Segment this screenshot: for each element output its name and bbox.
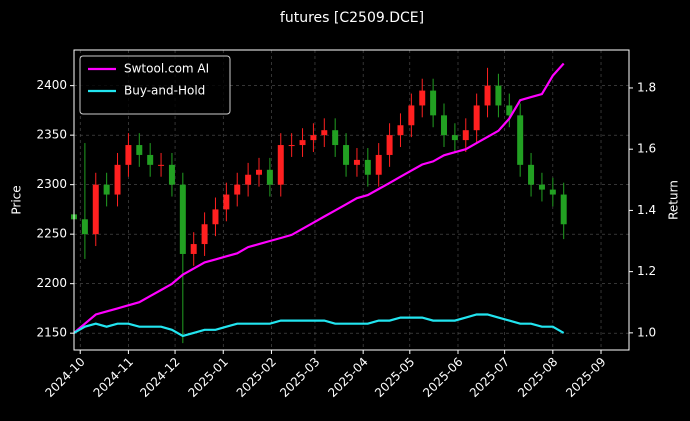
candle-body <box>103 184 110 195</box>
x-tick-label: 2025-01 <box>185 355 230 400</box>
candle-body <box>462 130 469 141</box>
candle-body <box>375 154 382 175</box>
candle-body <box>332 130 339 146</box>
x-tick-label: 2025-05 <box>372 355 417 400</box>
candle-body <box>212 209 219 225</box>
candle-body <box>299 140 306 146</box>
candle-body <box>190 244 197 254</box>
candle-body <box>288 145 295 147</box>
x-tick-label: 2025-07 <box>467 355 512 400</box>
x-tick-label: 2025-04 <box>325 355 370 400</box>
candle-body <box>136 145 143 155</box>
y-tick-label: 2150 <box>36 326 67 340</box>
y2-tick-label: 1.6 <box>637 142 656 156</box>
candle-body <box>168 164 175 185</box>
candle-body <box>506 105 513 116</box>
y-tick-label: 2250 <box>36 227 67 241</box>
y2-tick-label: 1.2 <box>637 264 656 278</box>
candle-body <box>495 85 502 106</box>
candle-body <box>201 224 208 245</box>
y-tick-label: 2350 <box>36 128 67 142</box>
candle-body <box>517 115 524 165</box>
legend-label: Swtool.com AI <box>124 62 209 76</box>
candle-body <box>81 219 88 235</box>
candle-body <box>343 145 350 165</box>
x-tick-label: 2025-09 <box>563 355 608 400</box>
candle-body <box>158 164 165 166</box>
candle-body <box>408 105 415 126</box>
candle-body <box>321 130 328 136</box>
y-tick-label: 2300 <box>36 177 67 191</box>
y2-axis-label: Return <box>667 180 681 220</box>
candle-body <box>125 145 132 165</box>
return-line <box>73 313 565 338</box>
x-tick-label: 2024-10 <box>42 355 87 400</box>
candle-body <box>549 189 556 195</box>
y-axis-label: Price <box>10 185 24 214</box>
candle-body <box>114 164 121 195</box>
y2-tick-label: 1.4 <box>637 203 656 217</box>
y-tick-label: 2200 <box>36 276 67 290</box>
candle-body <box>430 90 437 116</box>
candle-body <box>277 145 284 185</box>
candle-body <box>310 135 317 141</box>
x-tick-label: 2025-08 <box>515 355 560 400</box>
x-tick-label: 2025-03 <box>277 355 322 400</box>
candle-body <box>245 174 252 185</box>
candle-body <box>397 125 404 136</box>
legend-box <box>79 55 231 115</box>
candle-body <box>484 85 491 106</box>
x-tick-label: 2024-11 <box>91 355 136 400</box>
legend-label: Buy-and-Hold <box>124 84 205 98</box>
y-tick-label: 2400 <box>36 78 67 92</box>
candle-body <box>256 169 262 175</box>
plot-frame <box>73 49 630 351</box>
candle-body <box>234 184 241 195</box>
candle-body <box>451 135 458 141</box>
candle-body <box>353 159 360 165</box>
x-tick-label: 2025-06 <box>420 355 465 400</box>
candle-body <box>223 194 230 210</box>
candle-body <box>528 164 535 185</box>
x-tick-label: 2024-12 <box>137 355 182 400</box>
candle-body <box>386 135 393 155</box>
candle-body <box>266 169 273 185</box>
chart-title: futures [C2509.DCE] <box>280 10 424 26</box>
candle-body <box>560 194 567 225</box>
return-line <box>73 62 565 334</box>
x-tick-label: 2025-02 <box>234 355 279 400</box>
candle-body <box>419 90 426 106</box>
candle-body <box>92 184 99 235</box>
candle-body <box>364 159 371 175</box>
candle-body <box>441 115 447 136</box>
candle-body <box>147 154 154 165</box>
candle-body <box>538 184 545 190</box>
y2-tick-label: 1.8 <box>637 80 656 94</box>
y2-tick-label: 1.0 <box>637 325 656 339</box>
candle-body <box>473 105 480 131</box>
candle-body <box>179 184 186 254</box>
